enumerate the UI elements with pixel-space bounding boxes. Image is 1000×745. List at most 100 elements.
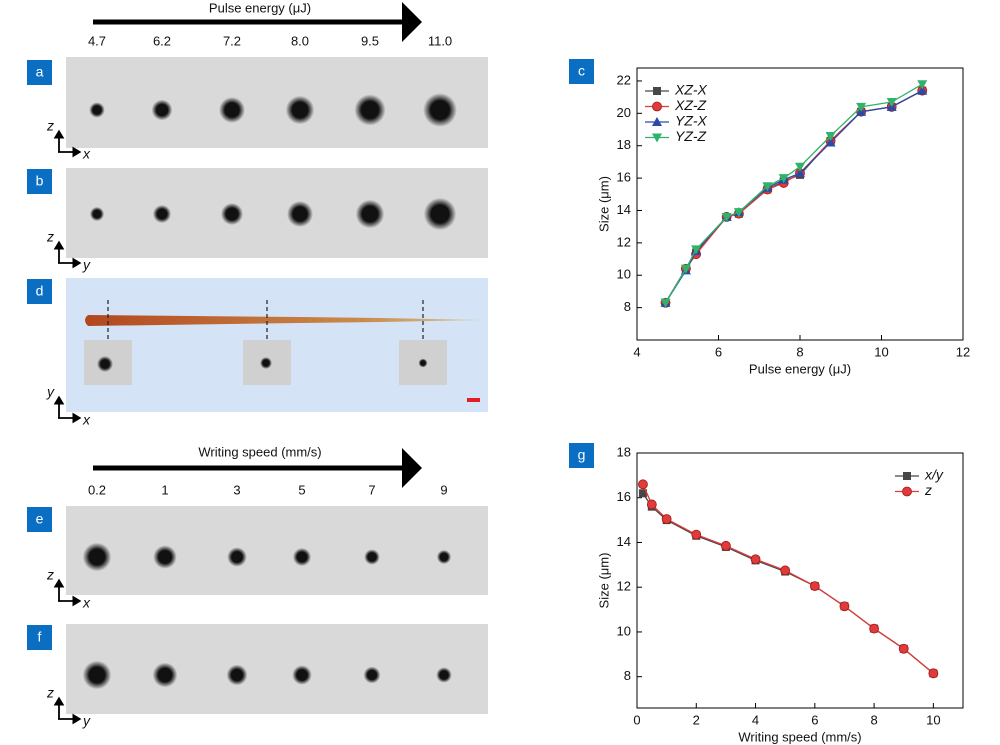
x-axis-label: Writing speed (mm/s) <box>738 729 861 744</box>
x-tick-label: 4 <box>633 344 640 359</box>
spot <box>292 665 312 685</box>
scale-bar <box>467 398 480 402</box>
point <box>917 85 928 95</box>
panel-badge <box>569 59 594 84</box>
spot <box>292 547 312 567</box>
point <box>652 101 662 112</box>
panel-label: e <box>36 511 44 527</box>
micrograph <box>66 624 488 714</box>
arrow-label: Writing speed (mm/s) <box>198 444 321 459</box>
point <box>825 132 836 141</box>
spot <box>285 95 315 125</box>
point <box>660 298 671 308</box>
point <box>903 472 911 480</box>
spot <box>82 542 112 572</box>
spot <box>227 547 247 567</box>
y-tick-label: 8 <box>624 668 631 683</box>
plot-frame <box>636 452 964 709</box>
series-line <box>642 492 934 674</box>
micrograph <box>66 57 488 148</box>
spot <box>152 662 178 688</box>
spot <box>260 357 272 369</box>
panel-label: b <box>36 173 44 189</box>
axis-letter: y <box>82 257 91 273</box>
y-tick-label: 12 <box>617 234 631 249</box>
point <box>691 245 702 255</box>
legend-label: XZ-Z <box>674 97 707 113</box>
axis-letter: z <box>46 685 54 701</box>
spot <box>153 545 177 569</box>
arrow-label: Pulse energy (μJ) <box>209 0 311 15</box>
y-tick-label: 22 <box>617 72 631 87</box>
axis-letter: x <box>82 146 91 162</box>
spot <box>226 664 248 686</box>
energy-label: 9.5 <box>361 33 379 48</box>
micrograph <box>66 168 488 258</box>
y-axis-label: Size (μm) <box>596 553 611 609</box>
point <box>917 80 928 90</box>
axis-letter: z <box>46 567 54 583</box>
point <box>652 117 662 126</box>
energy-label: 8.0 <box>291 33 309 48</box>
spot <box>97 356 113 372</box>
spot <box>423 93 457 127</box>
point <box>652 133 662 143</box>
panel-badge <box>27 60 52 85</box>
y-tick-label: 8 <box>624 299 631 314</box>
panel-badge <box>27 169 52 194</box>
energy-label: 11.0 <box>428 33 452 48</box>
point <box>795 168 805 178</box>
y-tick-label: 18 <box>617 137 631 152</box>
spot <box>89 102 105 118</box>
y-axis-label: Size (μm) <box>596 176 611 232</box>
x-axis-label: Pulse energy (μJ) <box>749 361 851 376</box>
spot <box>82 660 112 690</box>
legend-label: XZ-X <box>674 82 708 98</box>
spot <box>436 549 452 565</box>
y-tick-label: 16 <box>617 170 631 185</box>
axis-letter: y <box>82 713 91 729</box>
x-tick-label: 6 <box>811 712 818 727</box>
point <box>928 668 939 679</box>
point <box>721 540 731 551</box>
axis-letter: z <box>46 229 54 245</box>
x-tick-label: 8 <box>796 344 803 359</box>
x-tick-label: 0 <box>633 712 640 727</box>
spot <box>151 99 173 121</box>
panel-label: d <box>36 283 44 299</box>
y-tick-label: 10 <box>617 623 631 638</box>
legend-label: x/y <box>924 467 944 483</box>
panel-label: g <box>578 447 586 463</box>
y-tick-label: 12 <box>617 579 631 594</box>
speed-label: 1 <box>161 482 168 497</box>
spot <box>152 204 172 224</box>
energy-label: 6.2 <box>153 33 171 48</box>
x-tick-label: 10 <box>874 344 888 359</box>
point <box>902 486 912 497</box>
point <box>778 174 789 184</box>
panel-badge <box>27 279 52 304</box>
speed-label: 3 <box>233 482 240 497</box>
axis-letter: z <box>46 118 54 134</box>
speed-label: 0.2 <box>88 482 106 497</box>
fiber <box>85 315 480 326</box>
micrograph <box>66 506 488 595</box>
point <box>653 87 661 95</box>
panel-label: f <box>38 629 42 645</box>
x-tick-label: 2 <box>693 712 700 727</box>
point <box>795 162 805 172</box>
point <box>680 264 691 274</box>
x-tick-label: 10 <box>926 712 940 727</box>
spot <box>436 667 452 683</box>
axis-letter: y <box>46 384 55 400</box>
point <box>825 137 836 147</box>
series-line <box>642 484 934 674</box>
point <box>886 98 897 107</box>
x-tick-label: 8 <box>870 712 877 727</box>
y-tick-label: 10 <box>617 267 631 282</box>
legend-label: YZ-Z <box>675 128 707 144</box>
spot <box>418 358 428 368</box>
y-tick-label: 18 <box>617 444 631 459</box>
point <box>869 623 879 634</box>
point <box>638 479 648 490</box>
